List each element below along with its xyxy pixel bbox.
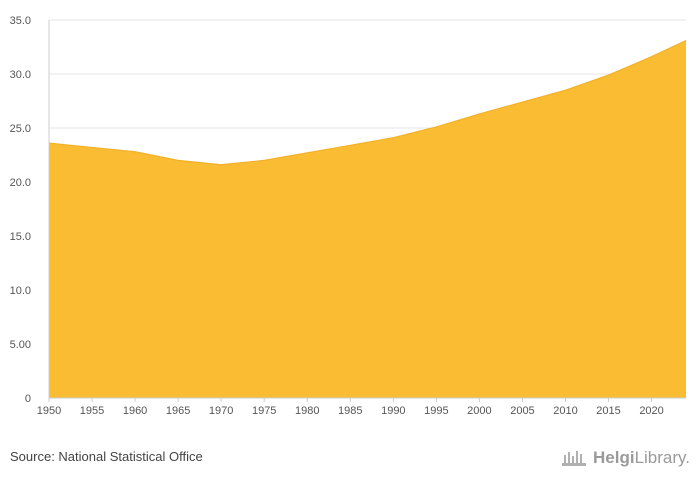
y-tick-label: 0 [25,393,31,405]
brand-name-rest: Library. [634,448,690,467]
x-tick-label: 1990 [381,405,405,417]
x-tick-label: 1950 [37,405,61,417]
x-tick-label: 2020 [639,405,663,417]
x-tick-label: 2000 [467,405,491,417]
area-series-line [48,39,687,166]
x-tick-label: 1985 [338,405,362,417]
area-fill [49,40,686,399]
x-axis-tick-labels: 1950 1955 1960 1965 1970 1975 1980 1985 1990 1995… [37,405,664,417]
y-tick-label: 10.0 [10,285,31,297]
x-tick-label: 1980 [295,405,319,417]
y-axis-tick-labels: 0 5.00 10.0 15.0 20.0 25.0 30.0 35.0 [10,15,31,405]
x-tick-label: 1970 [209,405,233,417]
brand-name-bold: Helgi [593,448,635,467]
y-tick-label: 5.00 [10,339,31,351]
y-tick-label: 20.0 [10,177,31,189]
axes [48,20,686,402]
x-tick-label: 1965 [166,405,190,417]
area-series [48,39,687,399]
x-tick-label: 2010 [553,405,577,417]
source-note: Source: National Statistical Office [10,449,203,464]
x-tick-label: 1995 [424,405,448,417]
x-tick-label: 1975 [252,405,276,417]
y-tick-label: 15.0 [10,231,31,243]
x-tick-label: 1955 [80,405,104,417]
x-tick-label: 2015 [596,405,620,417]
y-tick-label: 30.0 [10,69,31,81]
x-tick-label: 2005 [510,405,534,417]
y-tick-label: 25.0 [10,123,31,135]
brand-logo[interactable]: HelgiLibrary. [561,448,690,468]
x-tick-label: 1960 [123,405,147,417]
y-tick-label: 35.0 [10,15,31,27]
library-building-icon [562,451,586,466]
